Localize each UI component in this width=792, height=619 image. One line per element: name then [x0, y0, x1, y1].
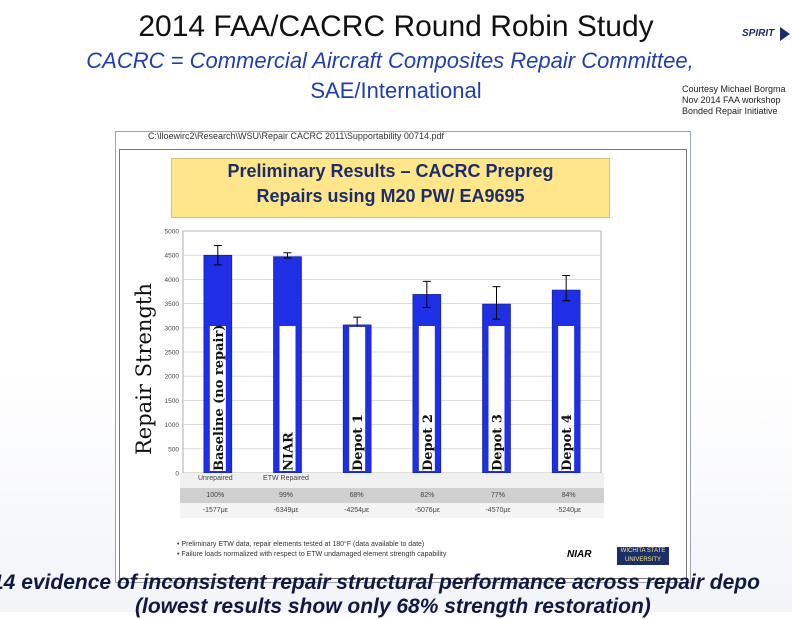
- strain-cell: -4254με: [344, 507, 370, 514]
- strain-cell: -5076με: [414, 507, 440, 514]
- courtesy-line: Bonded Repair Initiative: [682, 106, 778, 116]
- y-tick-label: 3500: [165, 301, 180, 308]
- strain-cell: -1577με: [202, 507, 228, 514]
- percent-cell: 99%: [278, 492, 293, 499]
- bar-category-label: Depot 1: [351, 414, 366, 471]
- bar-label-bg: [418, 326, 435, 471]
- y-tick-label: 500: [168, 446, 179, 453]
- bar-label-bg: [209, 326, 226, 471]
- slide-subtitle-line2: SAE/International: [310, 78, 482, 103]
- bar-label-bg: [349, 326, 366, 471]
- courtesy-line: Courtesy Michael Borgma: [682, 84, 786, 94]
- courtesy-note: Courtesy Michael Borgma Nov 2014 FAA wor…: [682, 84, 792, 117]
- y-tick-label: 4000: [165, 277, 180, 284]
- slide-title: 2014 FAA/CACRC Round Robin Study: [138, 10, 654, 43]
- banner-line: Repairs using M20 PW/ EA9695: [256, 186, 525, 206]
- courtesy-line: Nov 2014 FAA workshop: [682, 95, 781, 105]
- note-line: • Failure loads normalized with respect …: [177, 551, 447, 558]
- y-tick-label: 5000: [165, 229, 180, 236]
- y-tick-label: 1000: [165, 422, 180, 429]
- takeaway-line: (lowest results show only 68% strength r…: [135, 595, 651, 618]
- percent-cell: 82%: [420, 492, 435, 499]
- bar-category-label: Depot 4: [560, 414, 575, 471]
- niar-logo: NIAR: [567, 549, 592, 560]
- percent-cell: 100%: [206, 492, 225, 499]
- y-tick-label: 2000: [165, 374, 180, 381]
- percent-cell: 77%: [490, 492, 505, 499]
- takeaway-line: 14 evidence of inconsistent repair struc…: [0, 571, 760, 594]
- results-table: Unrepaired 100% -1577με ETW Repaired 99% -634…: [180, 473, 604, 533]
- note-line: • Preliminary ETW data, repair elements …: [177, 541, 425, 548]
- bar-label-bg: [279, 326, 296, 471]
- file-path: C:\lloewirc2\Research\WSU\Repair CACRC 2…: [148, 131, 444, 141]
- bar-category-label: NIAR: [282, 432, 297, 471]
- strain-cell: -5240με: [556, 507, 582, 514]
- slide-subtitle: CACRC = Commercial Aircraft Composites R…: [86, 48, 694, 73]
- y-tick-label: 3000: [165, 325, 180, 332]
- notes: • Preliminary ETW data, repair elements …: [177, 540, 567, 560]
- bar-label-bg: [488, 326, 505, 471]
- spirit-logo: SPIRIT: [742, 24, 792, 44]
- y-tick-label: 1500: [165, 398, 180, 405]
- outer-y-axis-label: Repair Strength: [132, 283, 156, 455]
- y-tick-label: 4500: [165, 253, 180, 260]
- bar-category-label: Depot 3: [491, 414, 506, 471]
- percent-cell: 68%: [349, 492, 364, 499]
- bar-category-label: Depot 2: [421, 414, 436, 471]
- banner-line: Preliminary Results – CACRC Prepreg: [227, 161, 554, 181]
- strain-cell: -6349με: [273, 507, 299, 514]
- y-tick-label: 2500: [165, 350, 180, 357]
- results-banner: Preliminary Results – CACRC Prepreg Repa…: [171, 158, 610, 218]
- y-tick-label: 0: [175, 471, 179, 478]
- strain-cell: -4570με: [485, 507, 511, 514]
- wsu-logo: WICHITA STATE UNIVERSITY: [617, 547, 669, 565]
- row-label-cell: ETW Repaired: [263, 475, 309, 482]
- bar-label-bg: [558, 326, 575, 471]
- logo-text: SPIRIT: [742, 28, 775, 39]
- percent-cell: 84%: [561, 492, 576, 499]
- row-label-cell: Unrepaired: [198, 475, 233, 482]
- bar-category-label: Baseline (no repair): [212, 325, 227, 472]
